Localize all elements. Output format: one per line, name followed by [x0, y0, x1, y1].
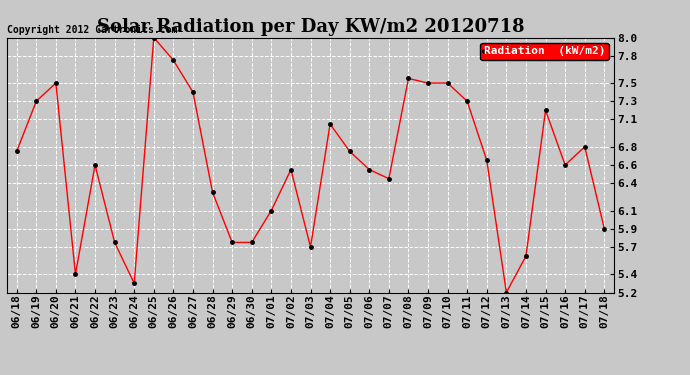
Radiation  (kW/m2): [561, 163, 569, 167]
Radiation  (kW/m2): [600, 226, 609, 231]
Radiation  (kW/m2): [91, 163, 99, 167]
Radiation  (kW/m2): [267, 208, 275, 213]
Radiation  (kW/m2): [52, 81, 60, 85]
Radiation  (kW/m2): [208, 190, 217, 195]
Radiation  (kW/m2): [346, 149, 354, 154]
Radiation  (kW/m2): [502, 290, 511, 295]
Radiation  (kW/m2): [424, 81, 432, 85]
Radiation  (kW/m2): [580, 144, 589, 149]
Radiation  (kW/m2): [287, 167, 295, 172]
Line: Radiation  (kW/m2): Radiation (kW/m2): [13, 34, 608, 296]
Radiation  (kW/m2): [404, 76, 413, 81]
Radiation  (kW/m2): [110, 240, 119, 244]
Radiation  (kW/m2): [326, 122, 334, 126]
Radiation  (kW/m2): [385, 176, 393, 181]
Radiation  (kW/m2): [228, 240, 236, 244]
Radiation  (kW/m2): [130, 281, 139, 286]
Title: Solar Radiation per Day KW/m2 20120718: Solar Radiation per Day KW/m2 20120718: [97, 18, 524, 36]
Radiation  (kW/m2): [189, 90, 197, 94]
Radiation  (kW/m2): [444, 81, 452, 85]
Radiation  (kW/m2): [365, 167, 373, 172]
Radiation  (kW/m2): [32, 99, 41, 104]
Radiation  (kW/m2): [306, 245, 315, 249]
Radiation  (kW/m2): [71, 272, 79, 276]
Legend: Radiation  (kW/m2): Radiation (kW/m2): [480, 43, 609, 60]
Text: Copyright 2012 Cartronics.com: Copyright 2012 Cartronics.com: [7, 25, 177, 35]
Radiation  (kW/m2): [463, 99, 471, 104]
Radiation  (kW/m2): [150, 35, 158, 40]
Radiation  (kW/m2): [482, 158, 491, 163]
Radiation  (kW/m2): [248, 240, 256, 244]
Radiation  (kW/m2): [169, 58, 177, 63]
Radiation  (kW/m2): [542, 108, 550, 112]
Radiation  (kW/m2): [522, 254, 530, 258]
Radiation  (kW/m2): [12, 149, 21, 154]
